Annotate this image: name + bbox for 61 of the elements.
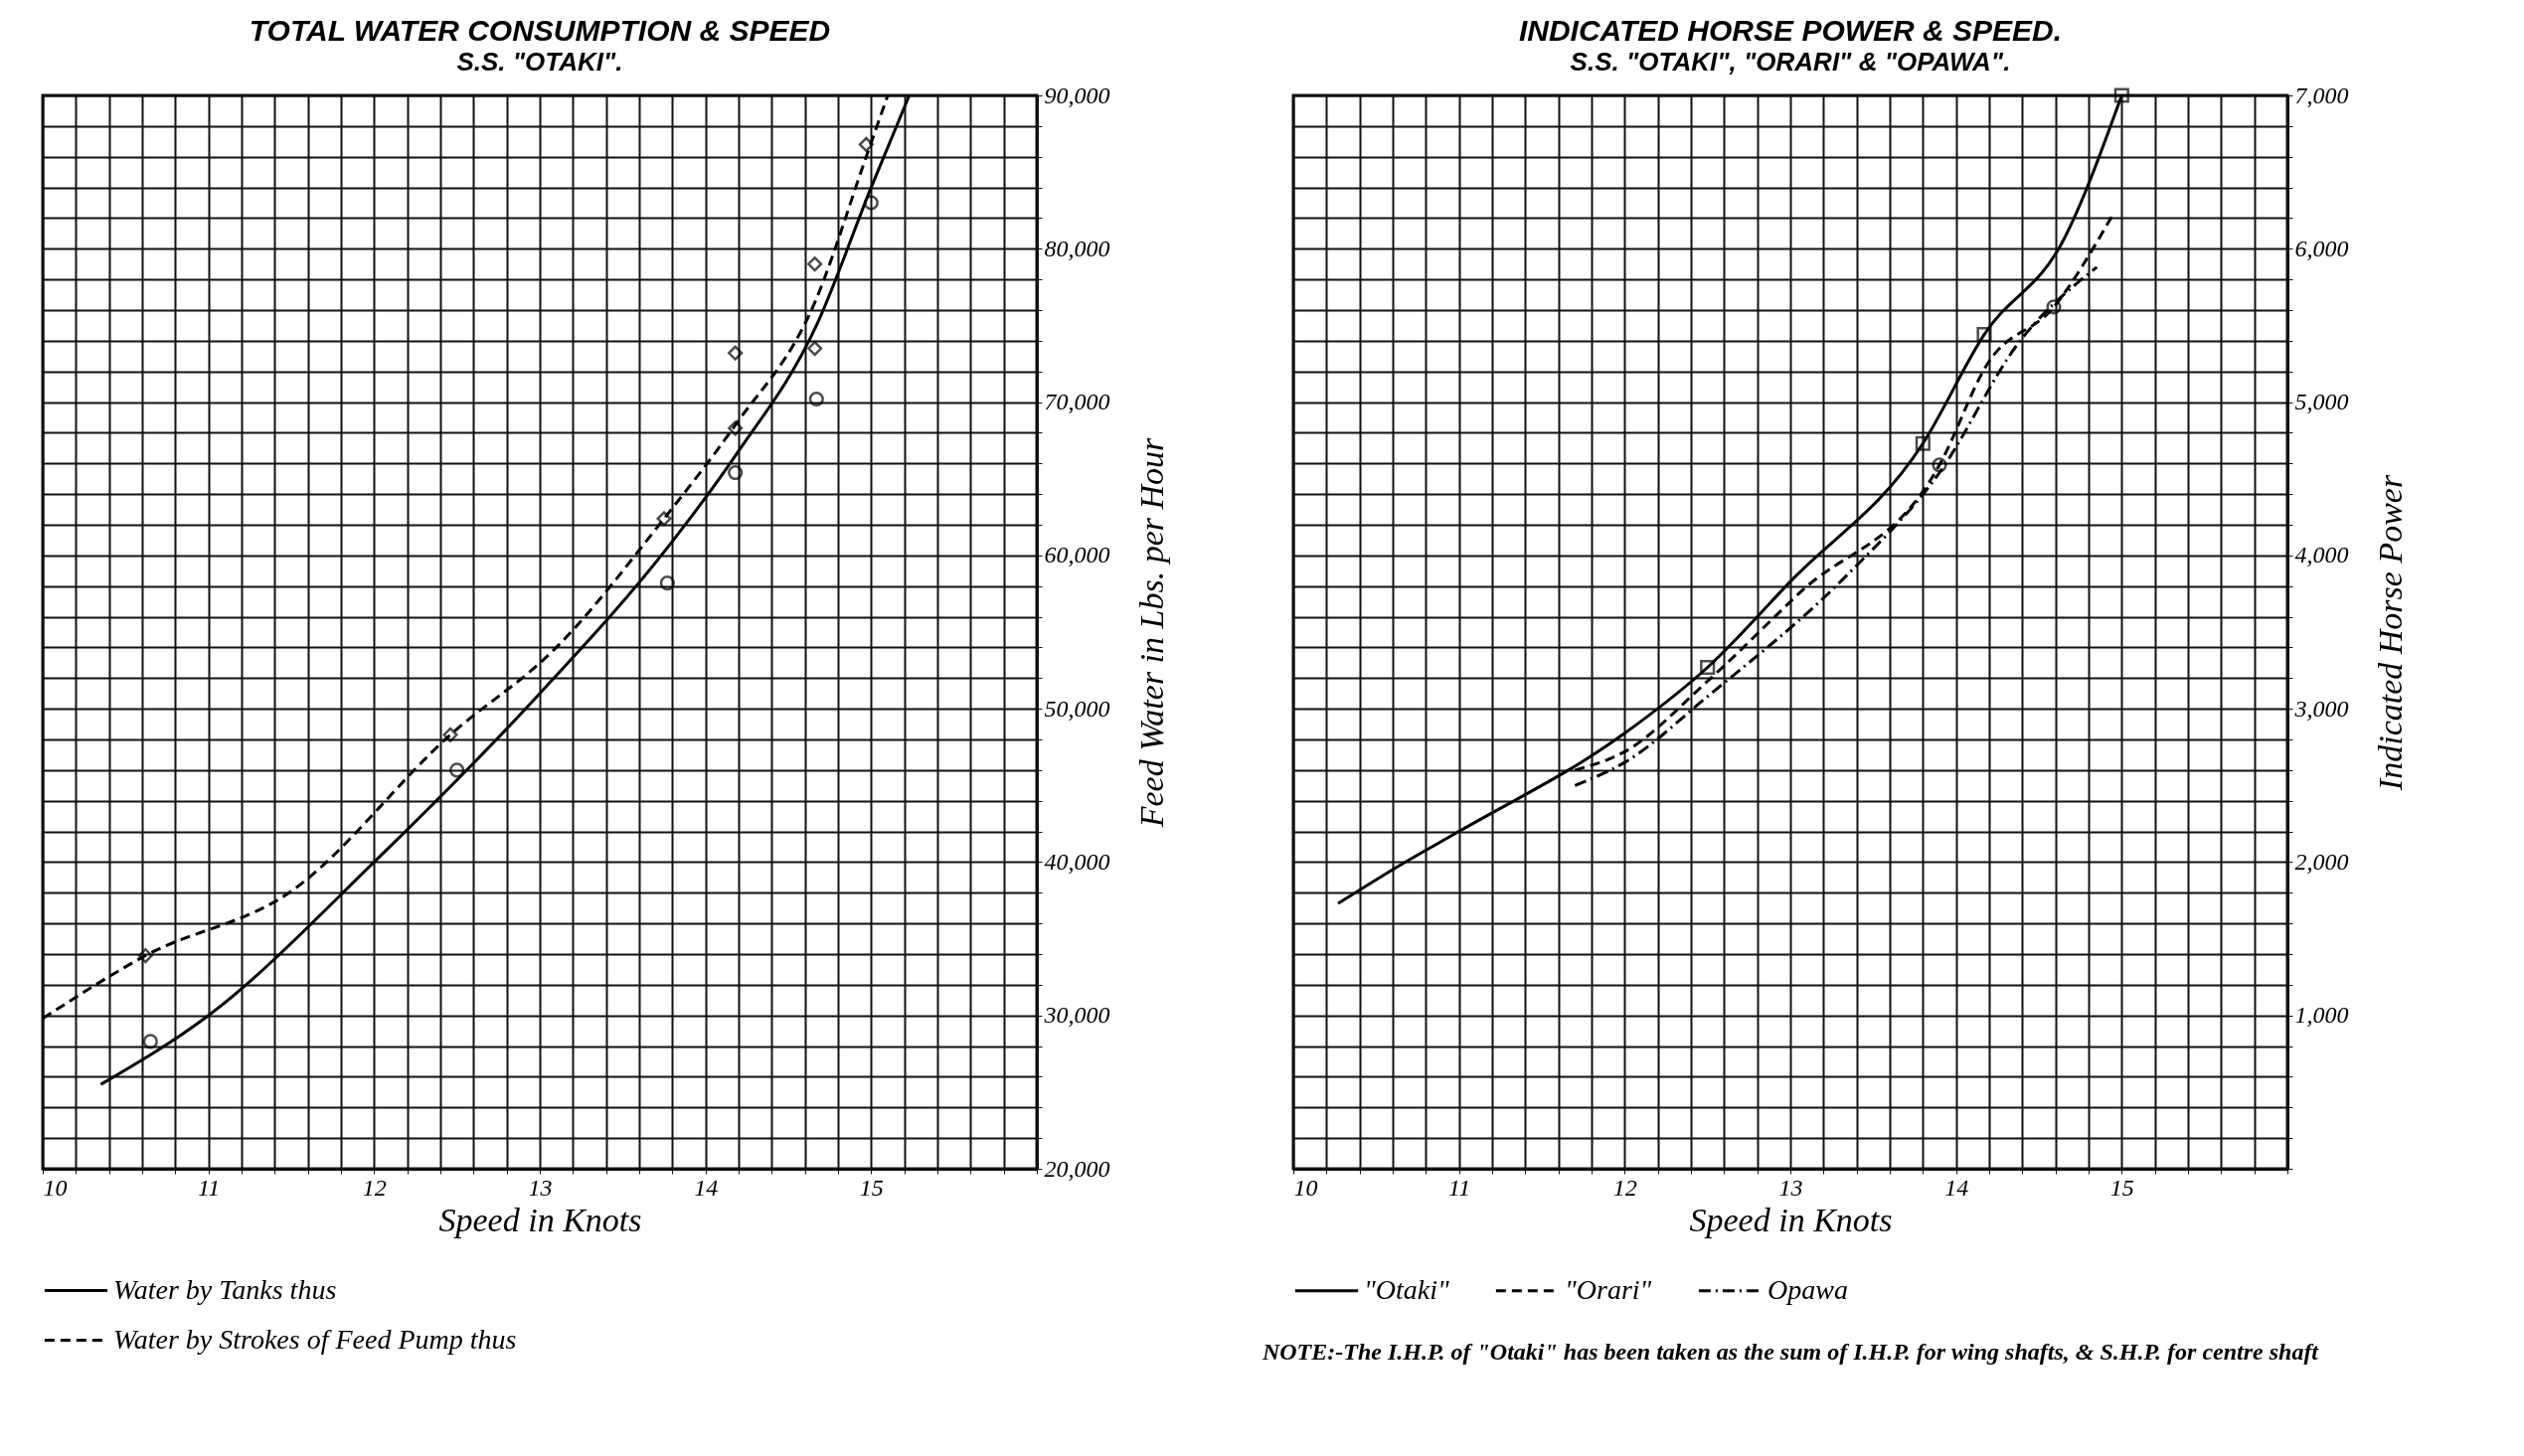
y-axis-title: Indicated Horse Power	[2371, 474, 2409, 792]
y-tick-label: 80,000	[1044, 235, 1110, 261]
x-axis-title: Speed in Knots	[438, 1201, 642, 1238]
point	[142, 1034, 158, 1050]
x-tick-label: 11	[198, 1174, 221, 1201]
y-tick-label: 4,000	[2294, 542, 2349, 568]
legend-label: "Orari"	[1565, 1273, 1652, 1305]
legend-label: Water by Tanks thus	[113, 1273, 337, 1305]
point	[656, 511, 672, 527]
point	[807, 341, 823, 357]
y-tick-label: 20,000	[1044, 1155, 1110, 1182]
x-tick-label: 14	[694, 1174, 719, 1201]
legend-label: Water by Strokes of Feed Pump thus	[113, 1323, 517, 1355]
legend-label: Opawa	[1767, 1273, 1848, 1305]
x-tick-label: 15	[2109, 1174, 2134, 1201]
point	[863, 195, 879, 211]
x-tick-label: 10	[1293, 1174, 1318, 1201]
point	[659, 575, 675, 591]
y-tick-label: 3,000	[2293, 695, 2349, 722]
point	[2046, 299, 2062, 315]
x-tick-label: 13	[528, 1174, 553, 1201]
y-tick-label: 1,000	[2294, 1002, 2349, 1029]
point	[1700, 659, 1716, 676]
y-tick-label: 6,000	[2294, 235, 2349, 261]
y-tick-label: 60,000	[1044, 542, 1110, 568]
y-tick-label: 40,000	[1044, 848, 1110, 875]
point	[728, 464, 744, 481]
y-tick-label: 7,000	[2294, 81, 2349, 108]
x-tick-label: 12	[1612, 1174, 1637, 1201]
x-tick-label: 12	[362, 1174, 387, 1201]
x-tick-label: 10	[43, 1174, 68, 1201]
point	[1976, 327, 1992, 343]
x-tick-label: 14	[1944, 1174, 1969, 1201]
y-tick-label: 50,000	[1044, 695, 1110, 722]
x-tick-label: 15	[859, 1174, 884, 1201]
x-tick-label: 13	[1778, 1174, 1803, 1201]
y-tick-label: 70,000	[1044, 389, 1110, 415]
y-axis-title: Feed Water in Lbs. per Hour	[1132, 436, 1170, 829]
point	[2113, 87, 2129, 103]
y-tick-label: 90,000	[1044, 81, 1110, 108]
point	[442, 727, 458, 742]
chart-title: TOTAL WATER CONSUMPTION & SPEED	[249, 14, 831, 47]
legend-label: "Otaki"	[1364, 1273, 1449, 1305]
chart-subtitle: S.S. "OTAKI", "ORARI" & "OPAWA".	[1570, 47, 2011, 77]
y-tick-label: 5,000	[2294, 389, 2349, 415]
x-axis-title: Speed in Knots	[1689, 1201, 1893, 1238]
point	[808, 391, 824, 407]
point	[728, 345, 744, 361]
x-tick-label: 11	[1448, 1174, 1471, 1201]
point	[449, 762, 465, 778]
point	[858, 136, 874, 152]
y-tick-label: 30,000	[1043, 1002, 1110, 1029]
text: NOTE:-The I.H.P. of "Otaki" has been taken as the sum of I.H.P. for wing shafts, & S.H.P. for centre shaft	[1261, 1339, 2320, 1365]
y-tick-label: 2,000	[2294, 848, 2349, 875]
point	[807, 256, 823, 272]
point	[1915, 435, 1931, 451]
point	[137, 947, 153, 964]
point	[1932, 457, 1947, 473]
chart-title: INDICATED HORSE POWER & SPEED.	[1518, 14, 2063, 47]
chart-subtitle: S.S. "OTAKI".	[456, 47, 623, 77]
point	[728, 420, 744, 436]
